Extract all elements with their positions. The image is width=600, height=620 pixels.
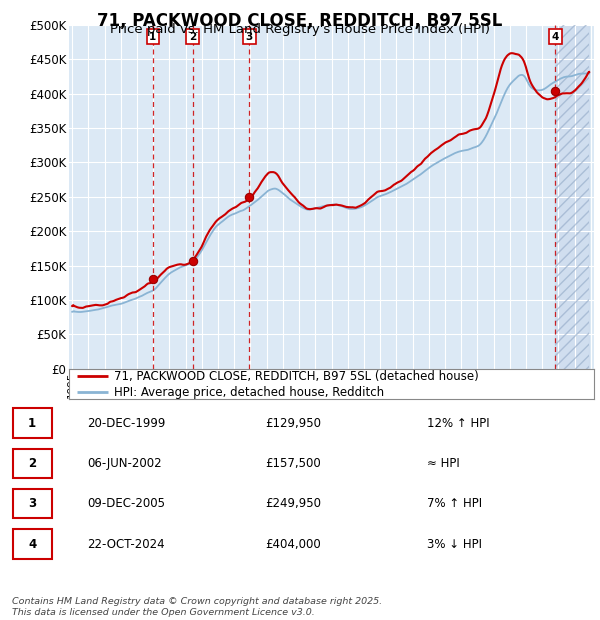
Text: 4: 4	[28, 538, 36, 551]
FancyBboxPatch shape	[13, 449, 52, 478]
Text: £404,000: £404,000	[265, 538, 321, 551]
Text: 06-JUN-2002: 06-JUN-2002	[87, 457, 161, 470]
Text: 22-OCT-2024: 22-OCT-2024	[87, 538, 164, 551]
Text: 71, PACKWOOD CLOSE, REDDITCH, B97 5SL: 71, PACKWOOD CLOSE, REDDITCH, B97 5SL	[97, 12, 503, 30]
Text: 12% ↑ HPI: 12% ↑ HPI	[427, 417, 490, 430]
Text: 09-DEC-2005: 09-DEC-2005	[87, 497, 165, 510]
Text: 2: 2	[28, 457, 36, 470]
Text: ≈ HPI: ≈ HPI	[427, 457, 460, 470]
Text: Contains HM Land Registry data © Crown copyright and database right 2025.
This d: Contains HM Land Registry data © Crown c…	[12, 598, 382, 617]
Text: £249,950: £249,950	[265, 497, 322, 510]
Text: 1: 1	[149, 32, 157, 42]
Text: 3: 3	[246, 32, 253, 42]
Text: 20-DEC-1999: 20-DEC-1999	[87, 417, 165, 430]
Text: 71, PACKWOOD CLOSE, REDDITCH, B97 5SL (detached house): 71, PACKWOOD CLOSE, REDDITCH, B97 5SL (d…	[113, 370, 478, 383]
Text: 3% ↓ HPI: 3% ↓ HPI	[427, 538, 482, 551]
FancyBboxPatch shape	[13, 409, 52, 438]
Text: 2: 2	[189, 32, 196, 42]
FancyBboxPatch shape	[13, 529, 52, 559]
Text: £129,950: £129,950	[265, 417, 322, 430]
Text: Price paid vs. HM Land Registry's House Price Index (HPI): Price paid vs. HM Land Registry's House …	[110, 23, 490, 36]
Text: 1: 1	[28, 417, 36, 430]
FancyBboxPatch shape	[13, 489, 52, 518]
Text: HPI: Average price, detached house, Redditch: HPI: Average price, detached house, Redd…	[113, 386, 384, 399]
Text: 4: 4	[551, 32, 559, 42]
Text: 3: 3	[28, 497, 36, 510]
Text: £157,500: £157,500	[265, 457, 321, 470]
Text: 7% ↑ HPI: 7% ↑ HPI	[427, 497, 482, 510]
